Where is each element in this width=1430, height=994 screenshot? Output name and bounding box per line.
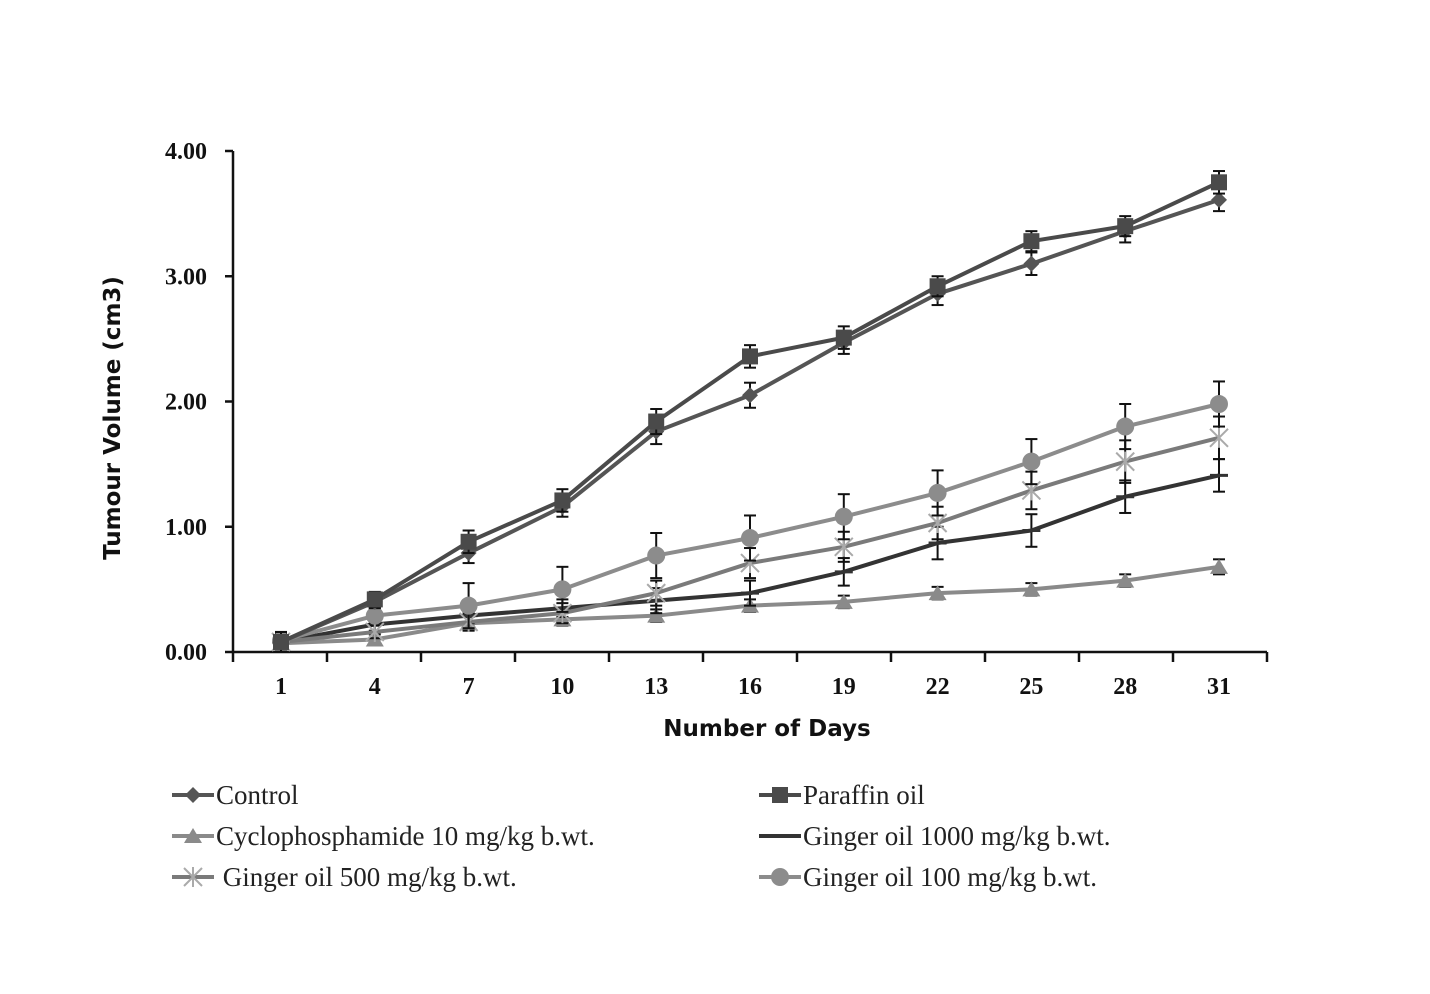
x-ticks: 1 4 7 10 13 16 19 22 25 28 31 <box>231 652 1269 700</box>
data-point <box>834 507 853 526</box>
data-point <box>273 633 289 650</box>
data-point <box>741 529 759 548</box>
x-tick-label: 4 <box>369 674 381 700</box>
data-point <box>1022 452 1041 471</box>
x-tick-label: 31 <box>1207 674 1231 700</box>
data-point <box>1209 427 1229 448</box>
data-point <box>834 593 853 609</box>
y-axis-title: Tumour Volume (cm3) <box>100 276 126 560</box>
data-point <box>1115 451 1135 472</box>
data-point <box>1210 395 1228 414</box>
x-axis-title: Number of Days <box>663 716 870 742</box>
data-point <box>1023 233 1040 250</box>
data-point <box>1116 417 1135 436</box>
data-point <box>742 348 758 365</box>
data-point <box>1022 581 1041 597</box>
data-point <box>1211 191 1227 208</box>
data-point <box>1023 255 1040 272</box>
y-tick-label: 3.00 <box>165 264 207 290</box>
data-point <box>459 596 478 615</box>
x-tick-label: 25 <box>1019 674 1043 700</box>
y-ticks: 0.00 1.00 2.00 3.00 4.00 <box>165 139 233 666</box>
data-point <box>647 607 666 623</box>
y-tick-label: 0.00 <box>165 640 207 666</box>
data-point <box>835 329 852 346</box>
data-point <box>365 606 384 625</box>
data-point <box>647 546 666 565</box>
data-point <box>929 278 946 295</box>
data-point <box>365 621 385 642</box>
data-point <box>366 591 383 608</box>
series-ginger-oil-100-mg-kg-b-wt- <box>272 380 1228 650</box>
data-point <box>553 580 572 599</box>
data-point <box>1210 558 1228 574</box>
data-point <box>1211 174 1227 191</box>
series-layer <box>271 170 1229 653</box>
data-point <box>648 413 665 430</box>
data-point <box>928 585 947 601</box>
x-tick-label: 19 <box>832 674 856 700</box>
x-tick-label: 7 <box>463 674 475 700</box>
data-point <box>1117 218 1134 235</box>
data-point <box>742 387 758 404</box>
data-point <box>928 483 947 502</box>
data-point <box>1116 572 1135 588</box>
series-paraffin-oil <box>273 170 1227 653</box>
x-tick-label: 1 <box>275 674 287 700</box>
y-tick-label: 2.00 <box>165 390 207 416</box>
x-tick-label: 10 <box>550 674 574 700</box>
data-point <box>554 492 571 509</box>
x-tick-label: 13 <box>644 674 668 700</box>
x-tick-label: 22 <box>926 674 950 700</box>
y-tick-label: 4.00 <box>165 139 207 165</box>
x-tick-label: 16 <box>738 674 762 700</box>
data-point <box>646 583 666 604</box>
y-tick-label: 1.00 <box>165 515 207 541</box>
x-tick-label: 28 <box>1113 674 1137 700</box>
data-point <box>460 533 477 550</box>
